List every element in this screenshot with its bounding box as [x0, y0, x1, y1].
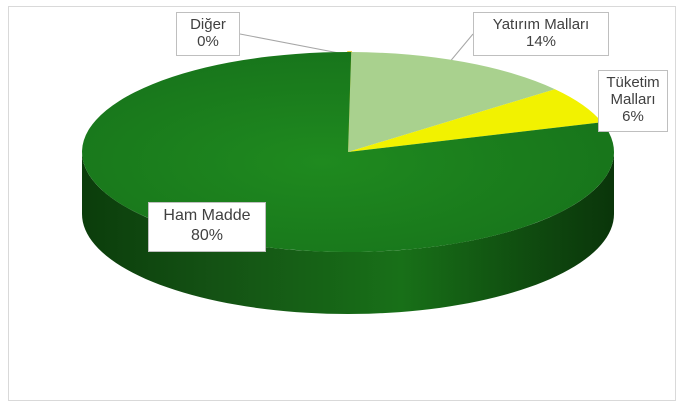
pie-side-wall — [82, 151, 614, 314]
pie-slice-2 — [348, 89, 602, 152]
label-hammadde: Ham Madde 80% — [148, 202, 266, 252]
label-hammadde-name: Ham Madde — [163, 207, 251, 224]
label-tuketim: Tüketim Malları 6% — [598, 70, 668, 132]
label-hammadde-pct: 80% — [190, 227, 224, 244]
label-yatirim: Yatırım Malları 14% — [473, 12, 609, 56]
label-tuketim-pct: 6% — [622, 108, 644, 125]
label-tuketim-name-1: Tüketim — [606, 74, 660, 91]
label-yatirim-name: Yatırım Malları — [492, 16, 590, 33]
label-diger-name: Diğer — [190, 16, 226, 33]
label-tuketim-name-2: Malları — [610, 91, 656, 108]
label-diger: Diğer 0% — [176, 12, 240, 56]
leader-line-yatirim — [447, 33, 474, 65]
label-yatirim-pct: 14% — [525, 33, 557, 50]
leader-lines — [239, 33, 474, 65]
leader-line-diger — [239, 33, 345, 55]
pie-slices — [82, 51, 615, 314]
label-diger-pct: 0% — [197, 33, 219, 50]
pie-slice-1 — [348, 52, 555, 153]
